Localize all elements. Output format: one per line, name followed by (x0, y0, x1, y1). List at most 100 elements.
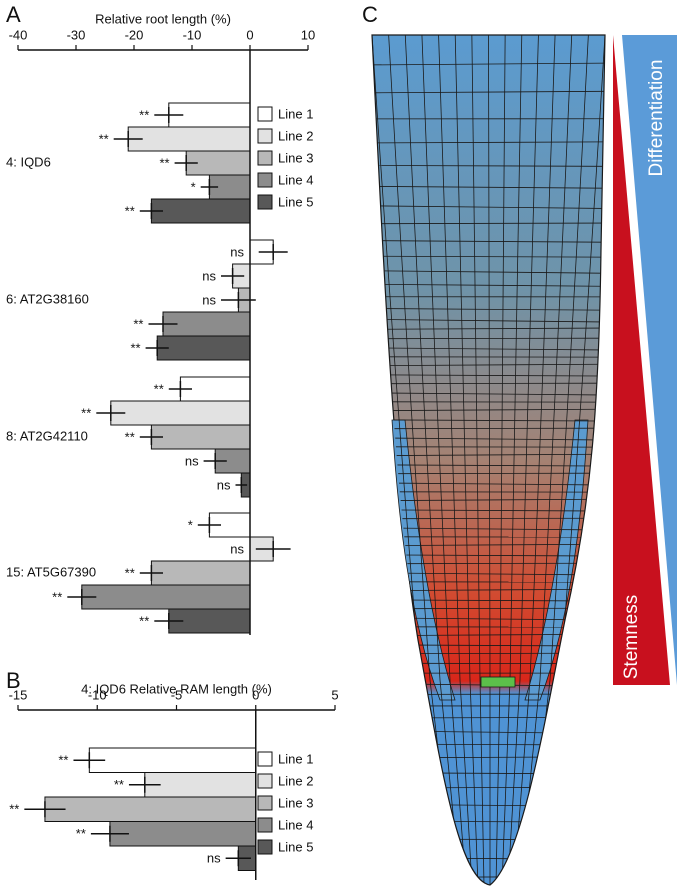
significance-label: ** (139, 613, 149, 628)
cell-wall (531, 35, 605, 885)
bar (127, 126, 251, 152)
x-tick-label: 0 (246, 27, 253, 42)
panel-label: C (362, 2, 378, 27)
legend-swatch (257, 106, 273, 122)
cell-wall (372, 382, 605, 385)
stemness-gradient (613, 35, 670, 685)
bar (156, 335, 251, 361)
legend-label: Line 3 (278, 150, 313, 165)
cell-wall (372, 453, 605, 457)
x-tick-label: 10 (301, 27, 315, 42)
significance-label: ns (185, 453, 199, 468)
error-bar (225, 850, 251, 867)
legend-swatch (257, 172, 273, 188)
legend-label: Line 1 (278, 751, 313, 766)
cell-wall (488, 35, 491, 885)
x-axis-title: Relative root length (%) (95, 11, 231, 26)
significance-label: ns (217, 477, 231, 492)
legend-label: Line 2 (278, 773, 313, 788)
error-bar (200, 179, 219, 195)
cell-wall (501, 35, 523, 885)
significance-label: * (191, 179, 196, 194)
error-bar (203, 453, 227, 469)
legend-swatch (257, 128, 273, 144)
significance-label: ** (58, 753, 68, 768)
cell-wall (372, 205, 605, 209)
bar (144, 772, 257, 798)
cell-wall (372, 482, 605, 486)
legend-label: Line 2 (278, 128, 313, 143)
x-tick-label: 0 (252, 687, 259, 702)
cell-wall (372, 337, 605, 340)
legend-swatch (257, 150, 273, 166)
legend-swatch (257, 773, 273, 789)
cell-wall (372, 437, 605, 441)
legend-swatch (257, 795, 273, 811)
cell-wall (404, 35, 461, 885)
significance-label: * (188, 517, 193, 532)
legend-swatch (257, 751, 273, 767)
error-bar (96, 405, 126, 421)
x-tick-label: -10 (88, 687, 107, 702)
cell-wall (372, 165, 605, 167)
cell-wall (388, 35, 455, 885)
bar (150, 198, 251, 224)
cell-wall (372, 374, 605, 377)
cell-wall (372, 308, 605, 311)
legend-label: Line 4 (278, 817, 313, 832)
significance-label: ** (99, 131, 109, 146)
significance-label: ns (230, 244, 244, 259)
significance-label: ** (9, 802, 19, 817)
error-bar (139, 203, 163, 219)
significance-label: ns (230, 541, 244, 556)
significance-label: ** (154, 381, 164, 396)
error-bar (168, 381, 192, 397)
cell-wall (519, 35, 573, 885)
differentiation-gradient (622, 35, 677, 685)
legend-swatch (257, 817, 273, 833)
significance-label: ** (130, 340, 140, 355)
significance-label: ** (125, 203, 135, 218)
significance-label: ** (125, 565, 135, 580)
error-bar (73, 752, 106, 769)
bar (150, 560, 251, 586)
gradient-label: Stemness (621, 595, 642, 679)
x-tick-label: -5 (171, 687, 183, 702)
cell-wall (372, 90, 605, 94)
significance-label: ** (139, 107, 149, 122)
error-bar (235, 477, 248, 493)
x-tick-label: -40 (9, 27, 28, 42)
bar (44, 796, 257, 822)
cell-wall (372, 185, 605, 189)
legend-label: Line 5 (278, 839, 313, 854)
cell-wall (372, 141, 605, 144)
error-bar (113, 131, 143, 147)
error-bar (24, 801, 66, 818)
category-label: 6: AT2G38160 (6, 291, 89, 306)
cell-wall (495, 35, 506, 885)
panel-label: A (6, 2, 21, 27)
x-tick-label: 5 (331, 687, 338, 702)
significance-label: ns (202, 292, 216, 307)
bar (208, 512, 251, 538)
error-bar (128, 776, 161, 793)
cell-wall (372, 222, 605, 225)
error-bar (255, 541, 291, 557)
category-label: 4: IQD6 (6, 154, 51, 169)
error-bar (154, 107, 184, 123)
significance-label: ** (76, 826, 86, 841)
root-diagram (371, 34, 606, 886)
panel-label: B (6, 668, 21, 693)
legend-swatch (257, 194, 273, 210)
cell-wall (372, 327, 605, 330)
legend-swatch (257, 839, 273, 855)
cell-wall (372, 392, 605, 396)
x-tick-label: -20 (125, 27, 144, 42)
error-bar (145, 340, 169, 356)
error-bar (258, 244, 288, 260)
error-bar (139, 429, 163, 445)
legend-label: Line 3 (278, 795, 313, 810)
bar (81, 584, 251, 610)
legend-label: Line 5 (278, 194, 313, 209)
lateral-root-cap (391, 419, 456, 701)
